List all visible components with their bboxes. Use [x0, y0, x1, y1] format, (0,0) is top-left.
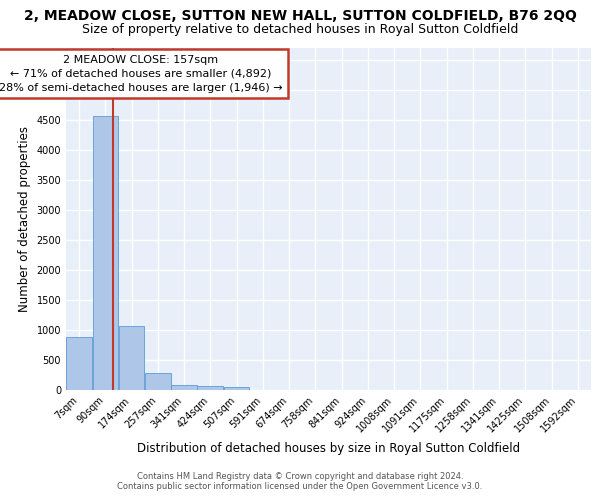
Text: Size of property relative to detached houses in Royal Sutton Coldfield: Size of property relative to detached ho…	[82, 22, 518, 36]
Bar	[197, 386, 223, 390]
Text: Contains public sector information licensed under the Open Government Licence v3: Contains public sector information licen…	[118, 482, 482, 491]
Text: 2, MEADOW CLOSE, SUTTON NEW HALL, SUTTON COLDFIELD, B76 2QQ: 2, MEADOW CLOSE, SUTTON NEW HALL, SUTTON…	[23, 9, 577, 23]
Bar	[224, 387, 250, 390]
Y-axis label: Number of detached properties: Number of detached properties	[18, 126, 31, 312]
Text: Contains HM Land Registry data © Crown copyright and database right 2024.: Contains HM Land Registry data © Crown c…	[137, 472, 463, 481]
Bar	[119, 326, 145, 390]
Text: 2 MEADOW CLOSE: 157sqm
← 71% of detached houses are smaller (4,892)
28% of semi-: 2 MEADOW CLOSE: 157sqm ← 71% of detached…	[0, 54, 283, 92]
Bar	[145, 372, 171, 390]
Bar	[92, 116, 118, 390]
Bar	[66, 337, 92, 390]
X-axis label: Distribution of detached houses by size in Royal Sutton Coldfield: Distribution of detached houses by size …	[137, 442, 520, 456]
Bar	[172, 384, 197, 390]
